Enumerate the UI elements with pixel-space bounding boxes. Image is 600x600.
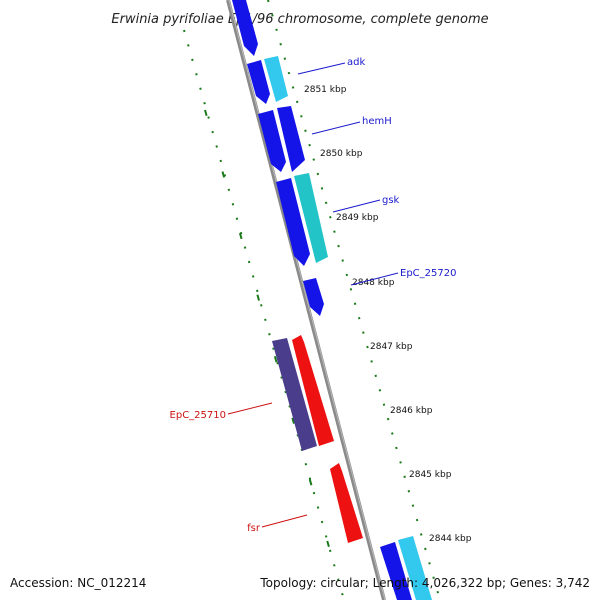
leader-line [227,402,273,415]
gene-label-adk[interactable]: adk [347,57,365,68]
cds-arrow[interactable] [247,60,270,104]
gene-label-epc-25710[interactable]: EpC_25710 [170,410,226,421]
cds-arrow[interactable] [380,542,412,600]
tick-labels: 2851 kbp 2850 kbp 2849 kbp 2848 kbp 2847… [304,85,472,544]
cds-arrow[interactable] [277,106,305,172]
leader-line [350,272,399,286]
gene-label-epc-25720[interactable]: EpC_25720 [400,268,456,279]
tick-label: 2847 kbp [370,342,413,352]
tick-label: 2845 kbp [409,470,452,480]
tick-label: 2844 kbp [429,534,472,544]
backbone [226,0,386,600]
cds-arrow[interactable] [398,536,432,600]
leader-line [297,62,346,75]
cds-arrow[interactable] [264,56,288,102]
gene-label-gsk[interactable]: gsk [382,195,400,206]
cds-arrow[interactable] [294,173,328,263]
cds-arrow[interactable] [330,463,363,543]
cds-arrow[interactable] [303,278,324,316]
gene-labels: adk hemH gsk EpC_25720 EpC_25710 fsr [170,57,457,534]
cds-arrow[interactable] [292,335,334,446]
gene-label-hemH[interactable]: hemH [362,116,392,127]
leader-line [332,199,381,213]
cds-arrow[interactable] [276,178,310,266]
gene-label-fsr[interactable]: fsr [247,523,261,534]
accession-text: Accession: NC_012214 [10,576,146,590]
leader-line [311,121,361,135]
reverse-cds-track [272,335,363,543]
backbone-line [226,0,386,600]
genome-summary-text: Topology: circular; Length: 4,026,322 bp… [259,576,590,590]
cds-arrow[interactable] [258,110,286,172]
tick-label: 2849 kbp [336,213,379,223]
tick-label: 2848 kbp [352,278,395,288]
backbone-highlight [228,0,386,600]
cds-arrow[interactable] [232,0,258,56]
forward-cds-track [232,0,432,600]
tick-label: 2851 kbp [304,85,347,95]
leader-line [261,514,308,528]
map-title: Erwinia pyrifoliae Ep1/96 chromosome, co… [111,12,488,27]
cds-arrow[interactable] [272,338,317,451]
tick-label: 2850 kbp [320,149,363,159]
gene-label-leaders [227,62,399,528]
tick-label: 2846 kbp [390,406,433,416]
